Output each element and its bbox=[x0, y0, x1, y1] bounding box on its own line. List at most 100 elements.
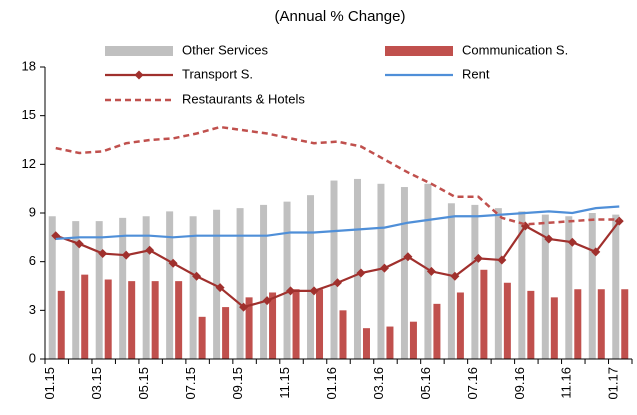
bar bbox=[400, 187, 408, 359]
x-tick-label: 05.15 bbox=[136, 367, 151, 400]
legend-label: Rent bbox=[462, 66, 490, 81]
bar bbox=[48, 216, 56, 359]
bar bbox=[377, 183, 385, 359]
bar bbox=[574, 289, 582, 359]
x-tick-label: 05.16 bbox=[418, 367, 433, 400]
bar bbox=[283, 201, 291, 359]
y-tick-label: 12 bbox=[22, 156, 36, 171]
legend-label: Restaurants & Hotels bbox=[182, 91, 305, 106]
bar bbox=[151, 281, 159, 359]
bar bbox=[166, 211, 174, 359]
legend-label: Transport S. bbox=[182, 66, 253, 81]
bar bbox=[128, 281, 136, 359]
legend-marker bbox=[134, 70, 144, 80]
bar bbox=[433, 303, 441, 359]
x-tick-label: 09.15 bbox=[230, 367, 245, 400]
x-tick-label: 09.16 bbox=[512, 367, 527, 400]
marker bbox=[426, 266, 436, 276]
x-tick-label: 07.15 bbox=[183, 367, 198, 400]
marker bbox=[473, 253, 483, 263]
bar bbox=[456, 292, 464, 359]
line bbox=[55, 205, 620, 241]
bar bbox=[494, 208, 502, 359]
bar bbox=[307, 195, 315, 359]
y-tick-label: 0 bbox=[29, 350, 36, 365]
x-tick-label: 11.16 bbox=[559, 367, 574, 399]
bar bbox=[362, 328, 370, 359]
chart-title: (Annual % Change) bbox=[275, 8, 406, 25]
marker bbox=[450, 271, 460, 281]
marker bbox=[286, 286, 296, 296]
bar bbox=[565, 216, 573, 359]
bar bbox=[213, 209, 221, 359]
bar bbox=[316, 289, 324, 359]
bar bbox=[471, 204, 479, 359]
bar bbox=[480, 269, 488, 359]
x-tick-label: 03.16 bbox=[371, 367, 386, 400]
x-tick-label: 11.15 bbox=[277, 367, 292, 399]
y-tick-label: 15 bbox=[22, 107, 36, 122]
bar bbox=[142, 216, 150, 359]
bar bbox=[175, 281, 183, 359]
marker bbox=[168, 258, 178, 268]
x-tick-label: 07.16 bbox=[465, 367, 480, 400]
marker bbox=[192, 271, 202, 281]
bar bbox=[189, 216, 197, 359]
marker bbox=[309, 286, 319, 296]
bar bbox=[612, 214, 620, 359]
bar bbox=[222, 307, 230, 359]
marker bbox=[215, 283, 225, 293]
marker bbox=[121, 250, 131, 260]
legend-swatch bbox=[105, 46, 173, 56]
y-tick-label: 3 bbox=[29, 302, 36, 317]
bar bbox=[527, 290, 535, 359]
bar bbox=[57, 290, 65, 359]
bar bbox=[447, 203, 455, 359]
bar bbox=[198, 316, 206, 359]
x-tick-label: 01.16 bbox=[324, 367, 339, 400]
bar bbox=[95, 221, 103, 359]
marker bbox=[567, 237, 577, 247]
bar bbox=[119, 217, 127, 359]
y-tick-label: 9 bbox=[29, 204, 36, 219]
legend-label: Other Services bbox=[182, 42, 268, 57]
marker bbox=[614, 216, 624, 226]
bar bbox=[409, 321, 417, 359]
marker bbox=[145, 245, 155, 255]
bar bbox=[260, 204, 268, 359]
bar bbox=[292, 289, 300, 359]
x-tick-label: 01.15 bbox=[42, 367, 57, 400]
bar bbox=[503, 282, 511, 359]
bar bbox=[621, 289, 629, 359]
bar bbox=[386, 326, 394, 359]
y-tick-label: 6 bbox=[29, 253, 36, 268]
marker bbox=[403, 252, 413, 262]
bar bbox=[104, 279, 112, 359]
bar bbox=[339, 310, 347, 359]
bar bbox=[588, 213, 596, 359]
marker bbox=[591, 247, 601, 257]
bar bbox=[518, 211, 526, 359]
marker bbox=[74, 239, 84, 249]
y-tick-label: 18 bbox=[22, 58, 36, 73]
bar bbox=[330, 180, 338, 359]
marker bbox=[239, 302, 249, 312]
bar bbox=[541, 214, 549, 359]
bar bbox=[550, 297, 558, 359]
bar bbox=[597, 289, 605, 359]
bar bbox=[236, 208, 244, 359]
marker bbox=[497, 255, 507, 265]
marker bbox=[333, 278, 342, 288]
marker bbox=[544, 234, 554, 244]
bar bbox=[353, 178, 361, 359]
marker bbox=[98, 249, 108, 259]
x-tick-label: 01.17 bbox=[606, 367, 621, 400]
bar bbox=[245, 297, 253, 359]
bar bbox=[72, 221, 80, 359]
legend-swatch bbox=[385, 46, 453, 56]
marker bbox=[379, 263, 389, 273]
bar bbox=[81, 274, 89, 359]
bar bbox=[269, 292, 277, 359]
marker bbox=[262, 296, 272, 306]
